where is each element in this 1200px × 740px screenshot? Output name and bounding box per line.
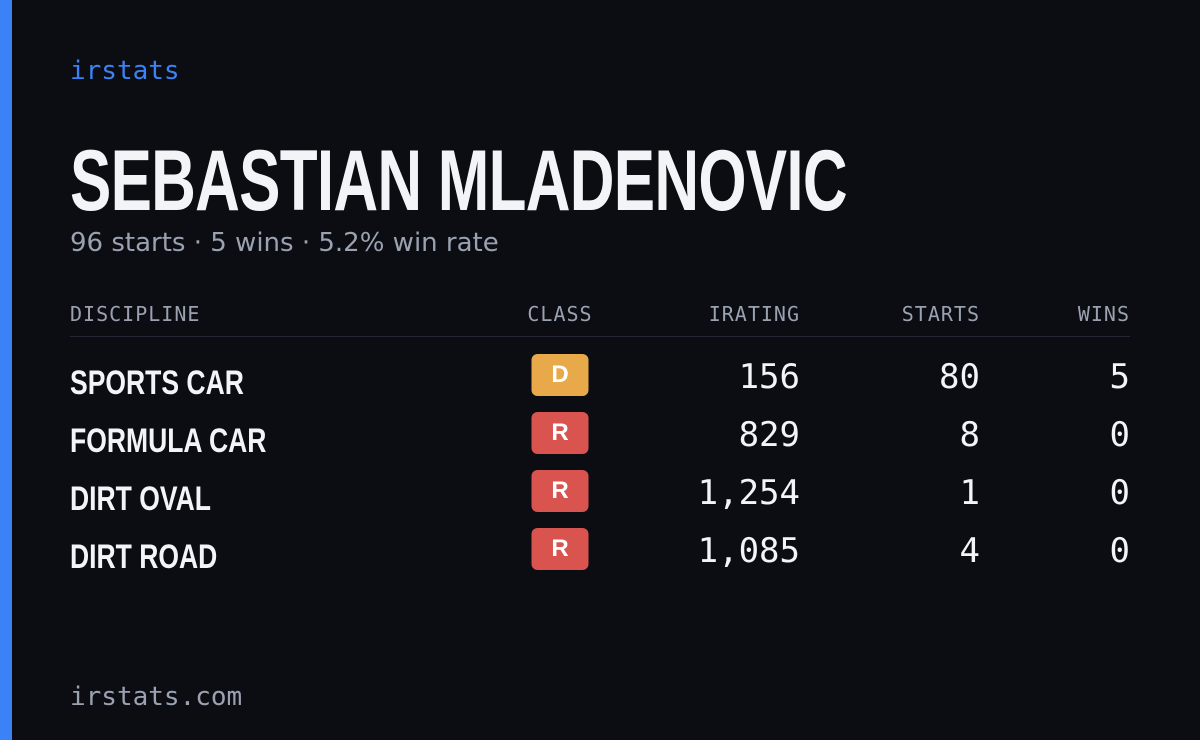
discipline: DIRT ROAD xyxy=(70,538,218,576)
brand: irstats xyxy=(70,56,180,86)
irating: 829 xyxy=(738,415,800,455)
starts: 4 xyxy=(959,531,980,571)
header-rule xyxy=(70,336,1130,337)
discipline: DIRT OVAL xyxy=(70,480,211,518)
column-header: CLASS xyxy=(527,302,593,326)
column-header: DISCIPLINE xyxy=(70,302,201,326)
starts: 80 xyxy=(939,357,980,397)
discipline: FORMULA CAR xyxy=(70,422,267,460)
class-badge: R xyxy=(531,412,589,454)
irating: 1,085 xyxy=(697,531,800,571)
wins: 5 xyxy=(1109,357,1130,397)
column-header: WINS xyxy=(1077,302,1130,326)
class-badge: R xyxy=(531,470,589,512)
driver-summary: 96 starts · 5 wins · 5.2% win rate xyxy=(70,228,499,258)
starts: 8 xyxy=(959,415,980,455)
column-header: STARTS xyxy=(901,302,980,326)
class-badge: D xyxy=(531,354,589,396)
irating: 156 xyxy=(738,357,800,397)
discipline: SPORTS CAR xyxy=(70,364,244,402)
starts: 1 xyxy=(959,473,980,513)
wins: 0 xyxy=(1109,473,1130,513)
irating: 1,254 xyxy=(697,473,800,513)
column-header: IRATING xyxy=(708,302,800,326)
accent-bar xyxy=(0,0,12,740)
class-badge: R xyxy=(531,528,589,570)
wins: 0 xyxy=(1109,415,1130,455)
wins: 0 xyxy=(1109,531,1130,571)
driver-name: SEBASTIAN MLADENOVIC xyxy=(70,133,848,229)
footer-url: irstats.com xyxy=(70,682,243,712)
